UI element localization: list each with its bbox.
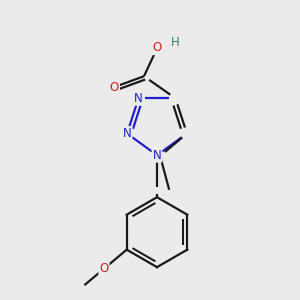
Text: N: N xyxy=(134,92,143,105)
Text: H: H xyxy=(170,36,179,49)
Text: O: O xyxy=(153,41,162,54)
Text: N: N xyxy=(153,149,161,162)
Text: O: O xyxy=(99,262,109,275)
Text: O: O xyxy=(110,80,119,94)
Text: N: N xyxy=(123,127,131,140)
